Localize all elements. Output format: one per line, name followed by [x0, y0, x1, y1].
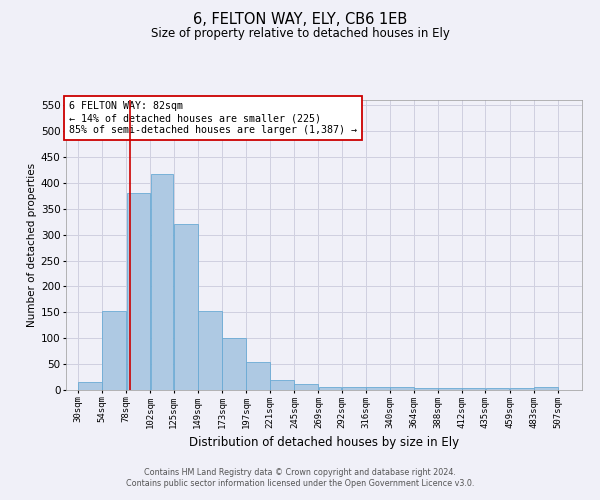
Bar	[222, 338, 246, 390]
Bar	[78, 382, 102, 390]
Bar	[319, 388, 341, 390]
Bar	[103, 312, 126, 390]
Bar	[271, 380, 294, 390]
Text: 6, FELTON WAY, ELY, CB6 1EB: 6, FELTON WAY, ELY, CB6 1EB	[193, 12, 407, 28]
Bar	[151, 174, 173, 390]
Bar	[414, 388, 438, 390]
Bar	[439, 388, 462, 390]
Y-axis label: Number of detached properties: Number of detached properties	[26, 163, 37, 327]
Text: 6 FELTON WAY: 82sqm
← 14% of detached houses are smaller (225)
85% of semi-detac: 6 FELTON WAY: 82sqm ← 14% of detached ho…	[68, 102, 356, 134]
Bar	[485, 388, 509, 390]
Bar	[174, 224, 197, 390]
Bar	[198, 312, 222, 390]
Bar	[342, 388, 365, 390]
Bar	[127, 192, 151, 390]
Bar	[295, 384, 319, 390]
Text: Size of property relative to detached houses in Ely: Size of property relative to detached ho…	[151, 28, 449, 40]
Bar	[246, 362, 270, 390]
Bar	[534, 388, 558, 390]
Bar	[510, 388, 533, 390]
Bar	[463, 388, 485, 390]
Text: Contains HM Land Registry data © Crown copyright and database right 2024.
Contai: Contains HM Land Registry data © Crown c…	[126, 468, 474, 487]
Bar	[390, 388, 414, 390]
Bar	[366, 388, 390, 390]
X-axis label: Distribution of detached houses by size in Ely: Distribution of detached houses by size …	[189, 436, 459, 449]
